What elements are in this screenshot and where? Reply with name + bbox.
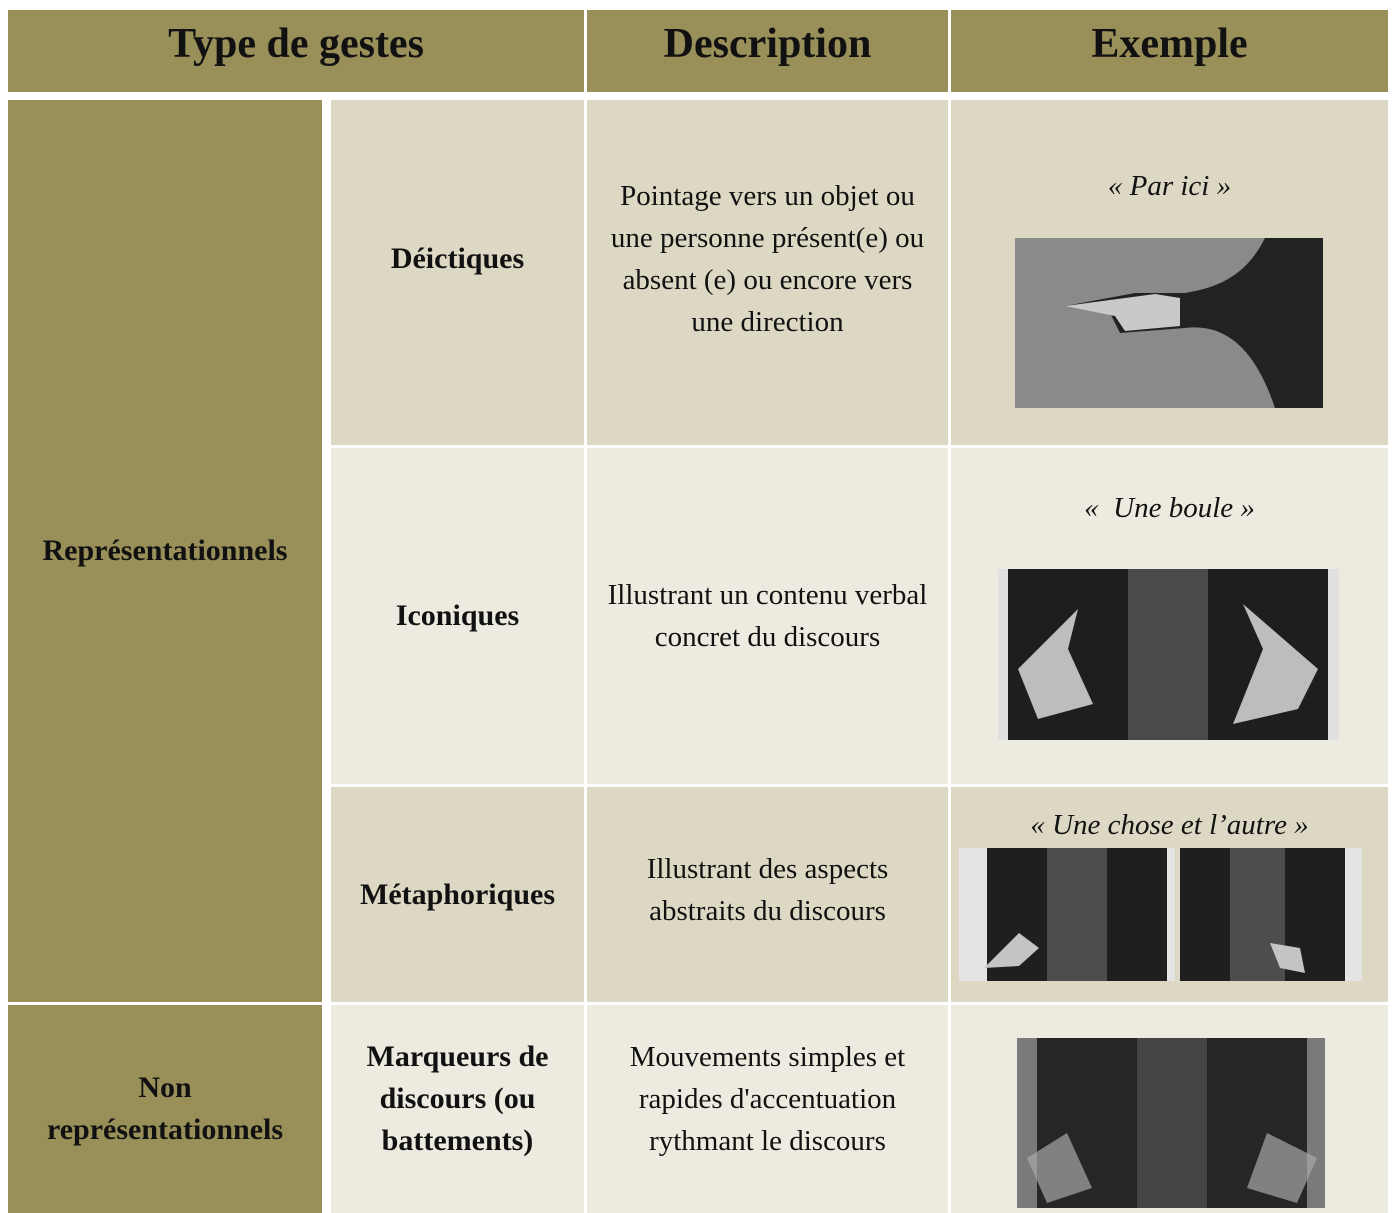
group-label: Non représentationnels <box>8 1005 322 1213</box>
example-caption: « Par ici » <box>1107 170 1232 202</box>
example-caption: « Une chose et l’autre » <box>1030 809 1309 841</box>
group-label: Représentationnels <box>8 100 322 1002</box>
description-cell: Illustrant des aspects abstraits du disc… <box>587 787 948 1002</box>
type-cell: Métaphoriques <box>331 787 584 1002</box>
type-cell: Iconiques <box>331 448 584 784</box>
example-photo <box>1015 238 1323 408</box>
type-cell: Marqueurs de discours (ou battements) <box>331 1005 584 1213</box>
header-cell: Description <box>587 10 948 92</box>
example-photo <box>1017 1038 1325 1208</box>
description-cell: Illustrant un contenu verbal concret du … <box>587 448 948 784</box>
example-photo <box>998 569 1339 740</box>
header-cell: Type de gestes <box>8 10 584 92</box>
example-caption: « Une boule » <box>1084 492 1255 524</box>
example-photo <box>1180 848 1362 981</box>
example-photo <box>959 848 1175 981</box>
description-cell: Mouvements simples et rapides d'accentua… <box>587 1005 948 1213</box>
description-cell: Pointage vers un objet ou une personne p… <box>587 100 948 445</box>
header-cell: Exemple <box>951 10 1388 92</box>
type-cell: Déictiques <box>331 100 584 445</box>
